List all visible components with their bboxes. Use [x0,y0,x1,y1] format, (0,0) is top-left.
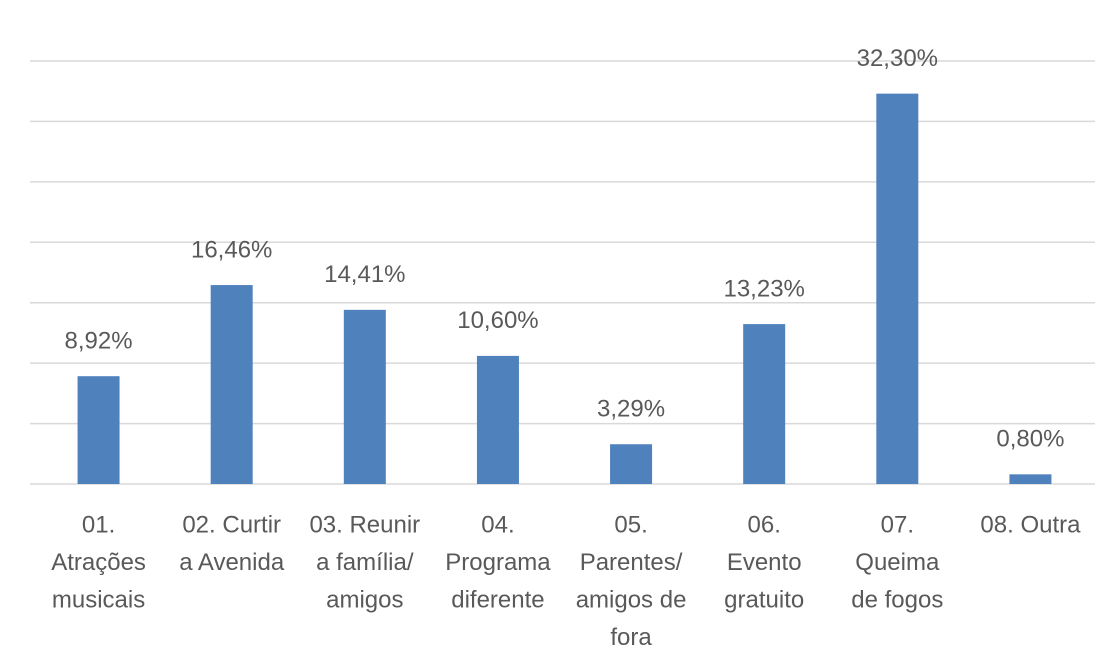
x-tick-label: Programa [445,549,551,576]
x-tick-label: 04. [481,511,514,538]
x-tick-label: amigos de [576,586,687,613]
x-tick-label: 02. Curtir [182,511,281,538]
bar [77,376,120,484]
x-tick-label: fora [610,624,652,651]
x-tick-label: 03. Reunir [309,511,420,538]
x-tick-label: a Avenida [179,549,285,576]
x-tick-label: 06. [748,511,781,538]
bar [1009,474,1052,484]
data-label: 13,23% [723,275,804,302]
data-label: 32,30% [857,45,938,72]
data-label: 8,92% [65,328,133,355]
x-tick-label: 01. [82,511,115,538]
x-tick-label: amigos [326,586,403,613]
data-label: 16,46% [191,236,272,263]
data-label: 10,60% [457,307,538,334]
x-tick-label: musicais [52,586,145,613]
bar [476,355,519,484]
bar [610,444,653,484]
x-tick-label: 07. [881,511,914,538]
x-tick-label: Queima [855,549,940,576]
x-tick-label: 08. Outra [980,511,1081,538]
data-label: 0,80% [996,426,1064,453]
x-tick-label: Parentes/ [580,549,683,576]
data-label: 3,29% [597,396,665,423]
x-tick-label: Evento [727,549,802,576]
bar [743,324,786,484]
x-tick-label: a família/ [316,549,414,576]
x-tick-label: de fogos [851,586,943,613]
x-tick-label: gratuito [724,586,804,613]
bar [876,93,919,484]
data-label: 14,41% [324,261,405,288]
bar [210,285,253,484]
x-tick-label: diferente [451,586,544,613]
x-tick-label: Atrações [51,549,146,576]
x-tick-label: 05. [614,511,647,538]
bar [343,309,386,484]
